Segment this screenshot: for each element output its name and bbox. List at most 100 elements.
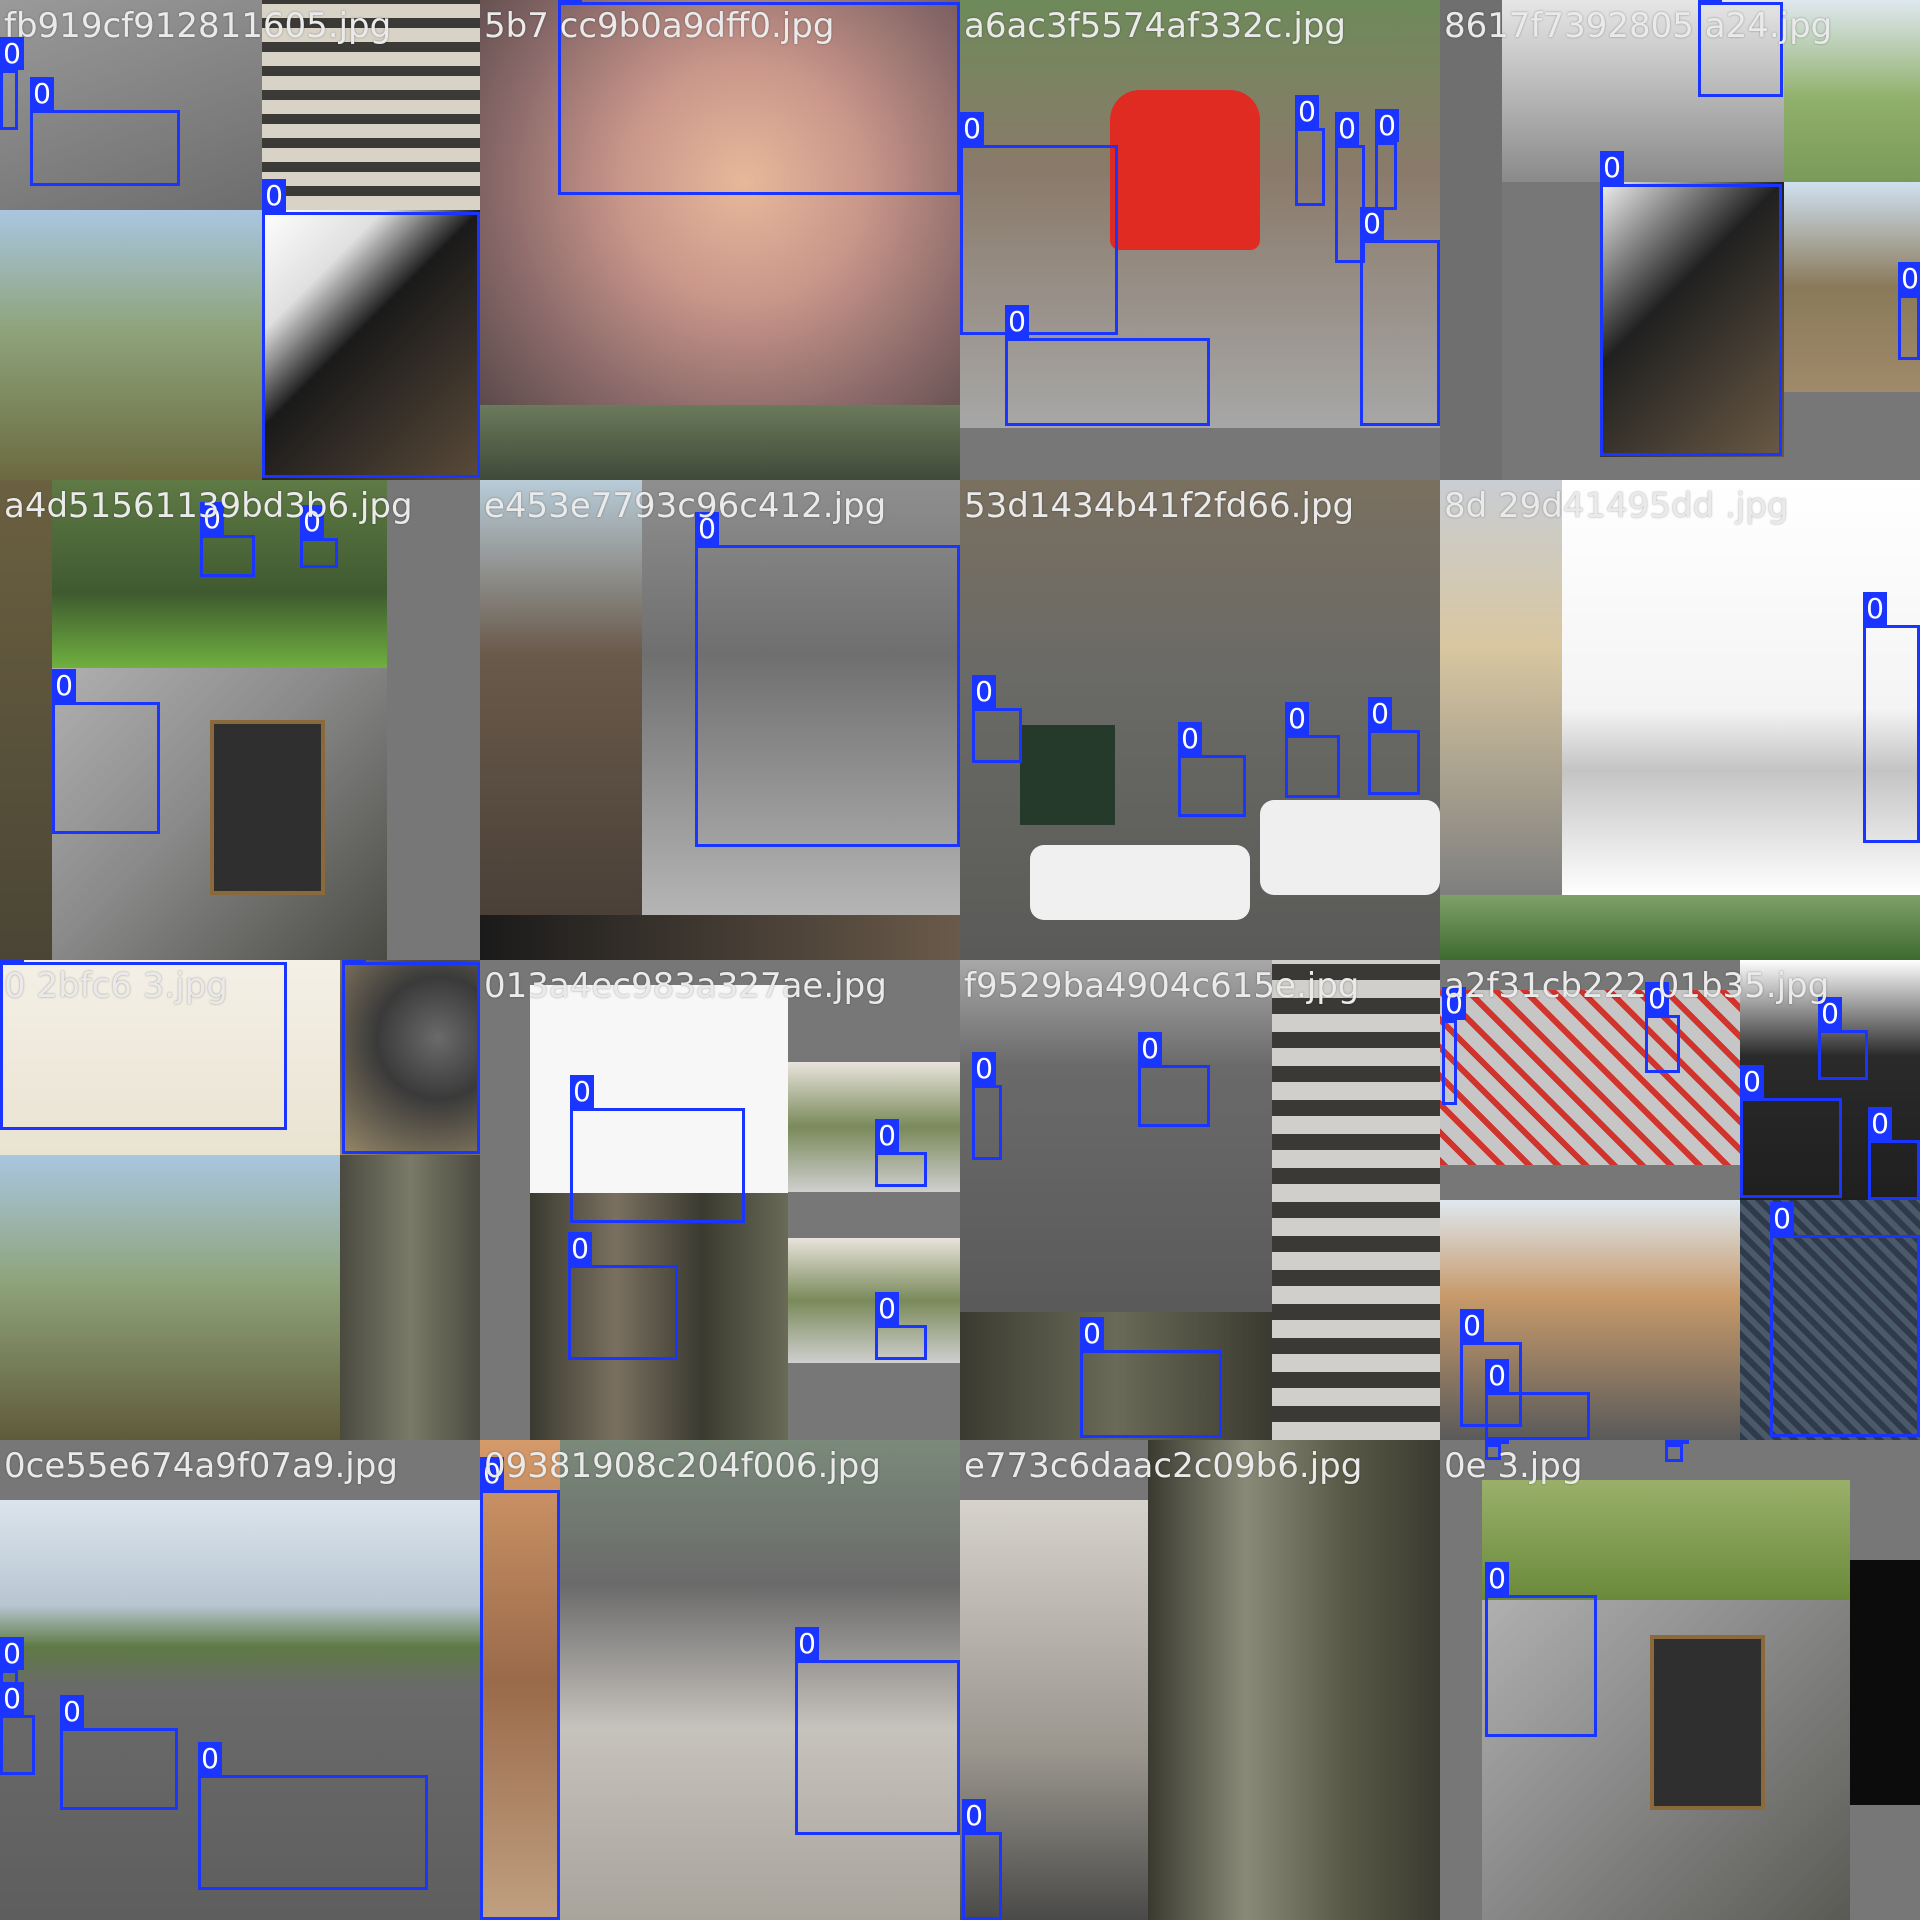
tile-filename: f9529ba4904c615e.jpg	[964, 966, 1360, 1006]
bicycle-bounding-box: 0	[0, 960, 287, 1130]
image-patch	[788, 1062, 960, 1192]
class-label: 0	[1600, 151, 1624, 184]
class-label: 0	[1485, 1440, 1509, 1444]
bicycle-bounding-box: 0	[568, 1232, 678, 1360]
image-patch	[1020, 725, 1115, 825]
image-patch	[1440, 990, 1740, 1165]
image-patch	[960, 1500, 1148, 1920]
tile-filename: fb919cf912811605.jpg	[4, 6, 392, 46]
tile-filename: 0ce55e674a9f07a9.jpg	[4, 1446, 398, 1486]
class-label: 0	[972, 675, 996, 708]
mosaic-tile: 0 0 0 0 53d1434b41f2fd66.jpg	[960, 480, 1440, 960]
bicycle-bounding-box: 0	[0, 1682, 35, 1775]
image-patch	[1784, 182, 1920, 392]
mosaic-tile: 0 8d 29d41495dd .jpg	[1440, 480, 1920, 960]
mosaic-tile: 0 e453e7793c96c412.jpg	[480, 480, 960, 960]
bicycle-bounding-box: 0	[1698, 0, 1783, 97]
bicycle-bounding-box: 0	[1368, 697, 1420, 795]
bicycle-bounding-box: 0	[960, 112, 1118, 335]
class-label: 0	[1460, 1309, 1484, 1342]
bicycle-bounding-box: 0	[1863, 592, 1920, 843]
mosaic-tile: 0 0 0 a4d51561139bd3b6.jpg	[0, 480, 480, 960]
bicycle-bounding-box: 0	[1740, 1065, 1842, 1198]
class-label: 0	[962, 1799, 986, 1832]
class-label: 0	[558, 0, 582, 2]
bicycle-bounding-box: 0	[972, 675, 1022, 763]
mosaic-tile: 0 0 0 2bfc6 3.jpg	[0, 960, 480, 1440]
class-label: 0	[1375, 109, 1399, 142]
mosaic-tile: 0 0 0 f9529ba4904c615e.jpg	[960, 960, 1440, 1440]
mosaic-tile: 0 0 0 fb919cf912811605.jpg	[0, 0, 480, 480]
bicycle-bounding-box: 0	[0, 1637, 24, 1688]
class-label: 0	[568, 1232, 592, 1265]
bicycle-bounding-box: 0	[1005, 305, 1210, 426]
class-label: 0	[875, 1119, 899, 1152]
class-label: 0	[1005, 305, 1029, 338]
image-patch	[210, 720, 325, 895]
class-label: 0	[1178, 722, 1202, 755]
mosaic-tile: 0 0 0 8617f7392805 a24.jpg	[1440, 0, 1920, 480]
bicycle-bounding-box: 0	[1818, 997, 1868, 1080]
image-patch	[262, 0, 480, 210]
tile-filename: 8d 29d41495dd .jpg	[1444, 486, 1789, 526]
class-label: 0	[300, 505, 324, 538]
class-label: 0	[1698, 0, 1722, 2]
image-patch	[1650, 1635, 1765, 1810]
class-label: 0	[1485, 1359, 1509, 1392]
bicycle-bounding-box: 0	[1485, 1359, 1590, 1440]
class-label: 0	[480, 1457, 504, 1490]
class-label: 0	[1770, 1202, 1794, 1235]
tile-filename: a6ac3f5574af332c.jpg	[964, 6, 1346, 46]
class-label: 0	[1285, 702, 1309, 735]
class-label: 0	[52, 669, 76, 702]
image-patch	[1850, 1560, 1920, 1805]
class-label: 0	[1898, 262, 1920, 295]
class-label: 0	[0, 37, 24, 70]
class-label: 0	[1138, 1032, 1162, 1065]
class-label: 0	[1485, 1562, 1509, 1595]
image-patch	[1030, 845, 1250, 920]
bicycle-bounding-box: 0	[1360, 207, 1440, 426]
image-patch	[560, 1440, 960, 1920]
bicycle-bounding-box: 0	[962, 1799, 1002, 1920]
tile-filename: 0 2bfc6 3.jpg	[4, 966, 228, 1006]
image-patch	[1562, 480, 1920, 895]
bicycle-bounding-box: 0	[200, 502, 255, 577]
class-label: 0	[1442, 987, 1466, 1020]
bicycle-bounding-box: 0	[300, 505, 338, 568]
class-label: 0	[198, 1742, 222, 1775]
class-label: 0	[342, 960, 366, 962]
class-label: 0	[875, 1292, 899, 1325]
image-patch	[480, 1440, 560, 1920]
image-patch	[788, 1238, 960, 1363]
class-label: 0	[972, 1052, 996, 1085]
bicycle-bounding-box: 0	[875, 1292, 927, 1360]
mosaic-tile: 0 e773c6daac2c09b6.jpg	[960, 1440, 1440, 1920]
class-label: 0	[960, 112, 984, 145]
class-label: 0	[0, 1682, 24, 1715]
bicycle-bounding-box: 0	[1285, 702, 1340, 798]
image-patch	[0, 210, 262, 480]
tile-filename: 5b7 cc9b0a9dff0.jpg	[484, 6, 835, 46]
bicycle-bounding-box: 0	[1375, 109, 1399, 210]
class-label: 0	[0, 960, 24, 962]
bicycle-bounding-box: 0	[1178, 722, 1246, 817]
mosaic-tile: 0 0 0 0e 3.jpg	[1440, 1440, 1920, 1920]
bicycle-bounding-box: 0	[480, 1457, 560, 1920]
tile-filename: 09381908c204f006.jpg	[484, 1446, 881, 1486]
mosaic-tile: 0 0 0 0 013a4ec983a327ae.jpg	[480, 960, 960, 1440]
image-patch	[480, 480, 642, 915]
image-patch	[1784, 0, 1920, 182]
bicycle-bounding-box: 0	[52, 669, 160, 834]
bicycle-bounding-box: 0	[695, 512, 960, 847]
class-label: 0	[1818, 997, 1842, 1030]
bicycle-bounding-box: 0	[1080, 1317, 1222, 1438]
tile-filename: 8617f7392805 a24.jpg	[1444, 6, 1833, 46]
mosaic-tile: 0 0 0 0 0 0 a6ac3f5574af332c.jpg	[960, 0, 1440, 480]
image-patch	[0, 1155, 340, 1440]
class-label: 0	[1868, 1107, 1892, 1140]
class-label: 0	[1335, 112, 1359, 145]
class-label: 0	[1295, 95, 1319, 128]
bicycle-bounding-box: 0	[0, 37, 24, 130]
bicycle-bounding-box: 0	[1898, 262, 1920, 360]
